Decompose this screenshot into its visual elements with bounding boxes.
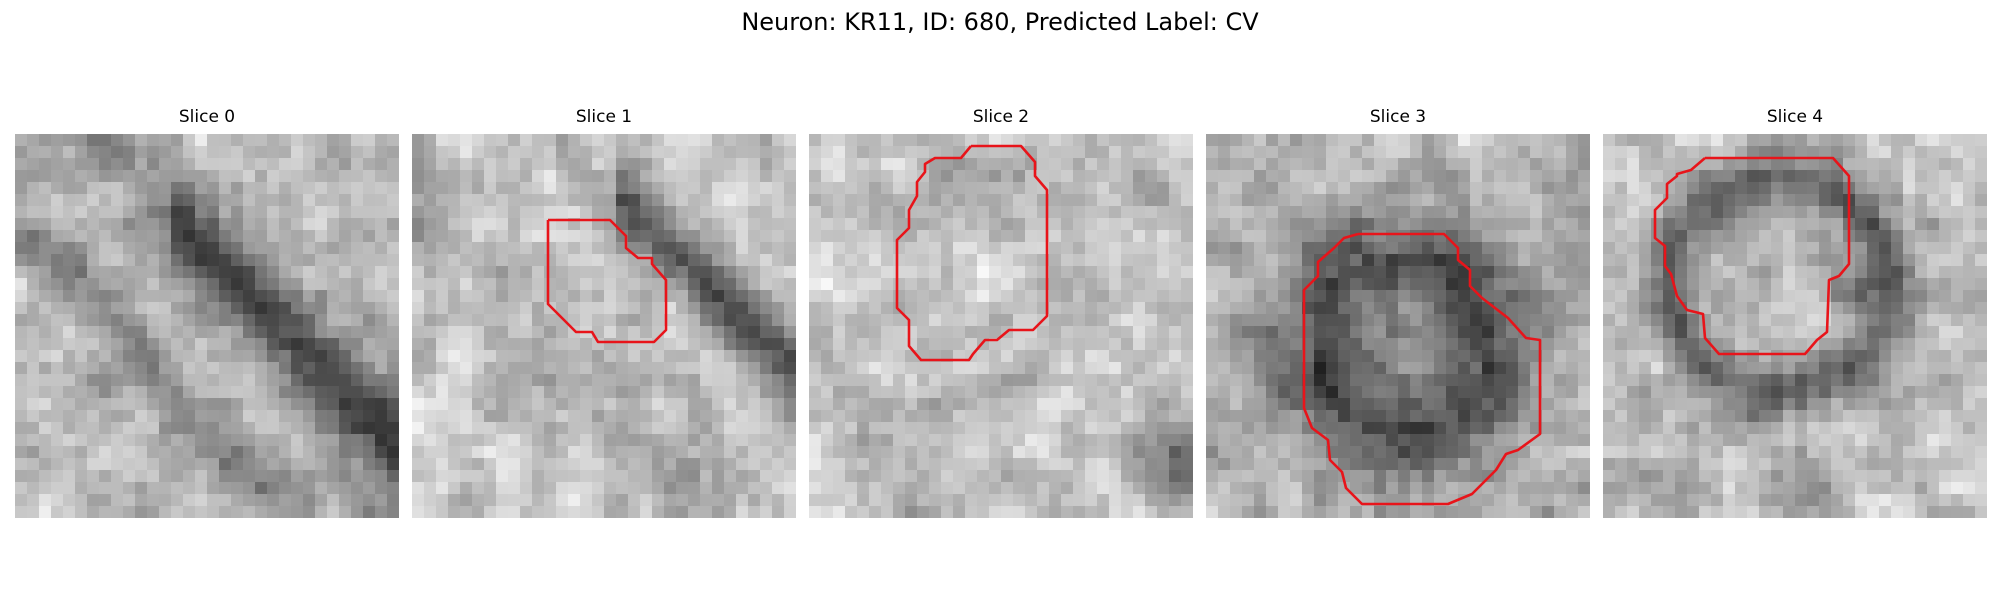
grayscale-patch	[809, 134, 1193, 518]
slice-image	[15, 134, 399, 518]
slice-image	[1603, 134, 1987, 518]
segmentation-contour	[546, 218, 668, 344]
slice-title: Slice 4	[1766, 107, 1824, 127]
grayscale-patch	[412, 134, 796, 518]
slice-title: Slice 0	[178, 107, 236, 127]
segmentation-contour	[1302, 232, 1542, 506]
slice-image	[412, 134, 796, 518]
segmentation-contour	[1653, 156, 1851, 356]
grayscale-patch	[15, 134, 399, 518]
slice-image	[809, 134, 1193, 518]
slice-image	[1206, 134, 1590, 518]
slice-title: Slice 2	[972, 107, 1030, 127]
slice-title: Slice 1	[575, 107, 633, 127]
segmentation-contour	[895, 144, 1049, 362]
slice-title: Slice 3	[1369, 107, 1427, 127]
grayscale-patch	[1206, 134, 1590, 518]
figure-title: Neuron: KR11, ID: 680, Predicted Label: …	[741, 8, 1259, 36]
